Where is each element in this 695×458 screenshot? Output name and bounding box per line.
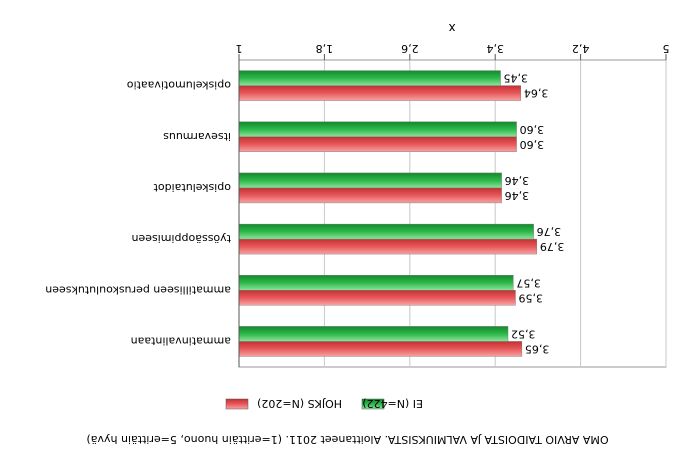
legend-item-ei: EI (N=422) <box>361 397 423 410</box>
data-label-ei: 3,60 <box>520 123 545 136</box>
data-label-hojks: 3,46 <box>505 189 530 202</box>
data-label-ei: 3,57 <box>516 276 541 289</box>
data-label-ei: 3,46 <box>505 174 530 187</box>
tick-label: 4,2 <box>572 42 590 55</box>
legend-item-hojks: HOJKS (N=202) <box>225 397 342 410</box>
data-label-hojks: 3,79 <box>540 240 565 253</box>
data-label-ei: 3,76 <box>537 225 562 238</box>
category-label: työssäoppimiseen <box>131 232 231 245</box>
bar-hojks <box>238 238 538 255</box>
legend-label-ei: EI (N=422) <box>362 397 423 410</box>
bar-ei <box>238 121 517 137</box>
bar-ei <box>238 223 534 240</box>
data-label-hojks: 3,59 <box>518 291 543 304</box>
category-label: opiskelutaidot <box>153 181 231 194</box>
legend-label-hojks: HOJKS (N=202) <box>257 397 342 410</box>
category-label: ammatinvalintaan <box>131 334 231 347</box>
bar-ei <box>238 70 501 86</box>
tick-label: 1,8 <box>316 42 334 55</box>
bars <box>238 70 538 357</box>
gridlines <box>238 60 667 367</box>
bar-ei <box>238 326 509 342</box>
data-label-ei: 3,45 <box>504 72 528 85</box>
legend-swatch-ei <box>361 398 385 410</box>
data-label-ei: 3,52 <box>511 327 536 340</box>
value-labels: 3,64 3,45 3,60 3,60 3,46 3,46 3,79 3,76 3,59 3,57… <box>504 72 565 356</box>
data-label-hojks: 3,60 <box>520 138 545 151</box>
bar-hojks <box>238 85 522 101</box>
bar-hojks <box>238 136 517 152</box>
legend-swatch-hojks <box>225 398 249 410</box>
category-labels: opiskelumotivaatio itsevarmuus opiskelutai… <box>45 79 231 348</box>
tick-label: 1 <box>236 42 243 55</box>
data-label-hojks: 3,64 <box>524 87 549 100</box>
data-label-hojks: 3,65 <box>525 342 550 355</box>
bar-ei <box>238 275 514 291</box>
legend: EI (N=422) HOJKS (N=202) <box>225 397 423 410</box>
value-ticks: 1 1,8 2,6 3,4 4,2 5 <box>236 42 670 60</box>
tick-label: 2,6 <box>401 42 419 55</box>
category-label: opiskelumotivaatio <box>127 79 231 92</box>
chart-caption: OMA ARVIO TAIDOISTA JA VALMIUKSISTA. Alo… <box>86 433 608 446</box>
tick-label: 3,4 <box>486 42 504 55</box>
category-label: ammatilliseen peruskoulutukseen <box>45 283 231 296</box>
plot-area: 3,64 3,45 3,60 3,60 3,46 3,46 3,79 3,76 3,59 3,57… <box>238 59 667 368</box>
plot-frame <box>238 59 667 368</box>
bar-ei <box>238 172 502 189</box>
bar-hojks <box>238 187 502 204</box>
bar-hojks <box>238 341 523 357</box>
category-label: itsevarmuus <box>163 130 231 143</box>
bar-hojks <box>238 290 516 306</box>
tick-label: 5 <box>663 42 670 55</box>
x-axis-label: x <box>448 21 455 35</box>
